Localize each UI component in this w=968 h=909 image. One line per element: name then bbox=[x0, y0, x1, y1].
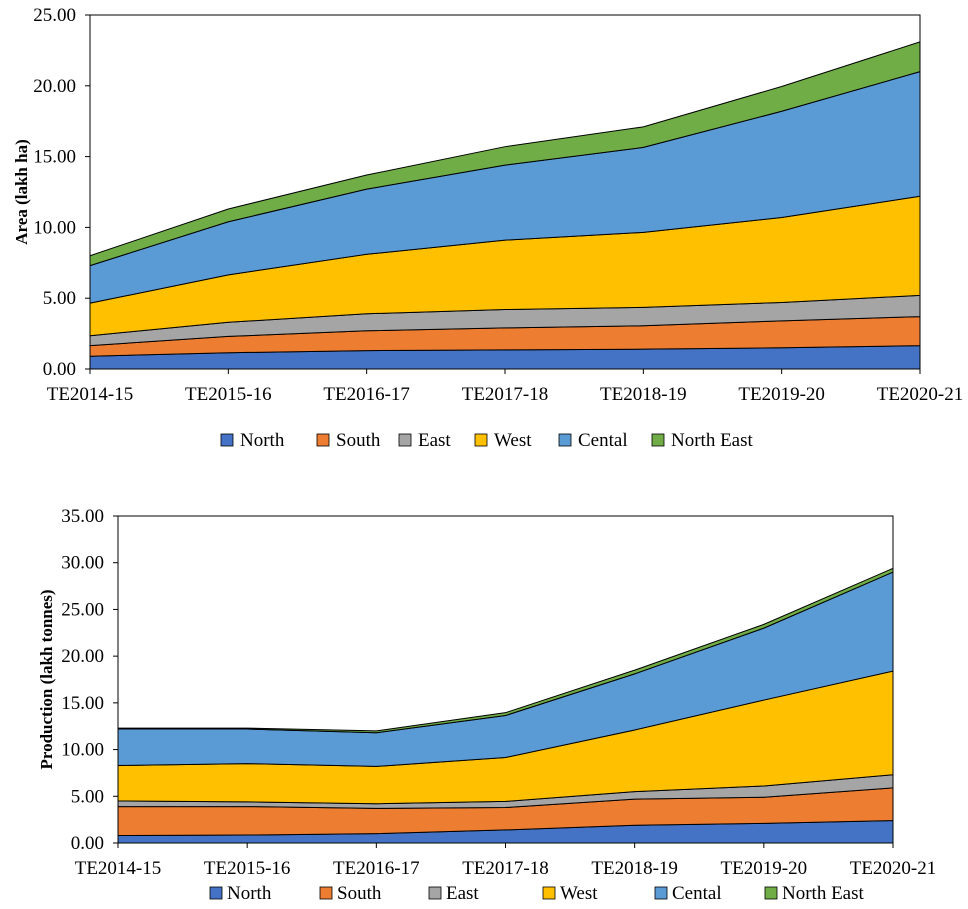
area-chart-area: 0.00 5.00 10.00 15.00 20.00 25.00 TE2014-15 TE2… bbox=[12, 5, 963, 451]
legend-swatch-east bbox=[398, 433, 412, 447]
y-tick-label: 5.00 bbox=[43, 288, 76, 309]
area-series-north-east bbox=[89, 41, 921, 267]
legend-label-north: North bbox=[240, 430, 285, 451]
x-tick-label: TE2017-18 bbox=[462, 858, 549, 879]
y-tick-label: 0.00 bbox=[71, 833, 104, 854]
legend-label-east: East bbox=[418, 430, 451, 451]
legend-swatch-east bbox=[428, 886, 442, 900]
legend-label-north-east: North East bbox=[782, 883, 865, 904]
y-tick-label: 5.00 bbox=[71, 786, 104, 807]
legend-swatch-south bbox=[319, 886, 333, 900]
x-tick-label: TE2017-18 bbox=[462, 384, 549, 405]
x-tick-label: TE2018-19 bbox=[600, 384, 687, 405]
legend-label-north: North bbox=[227, 883, 272, 904]
y-tick-label: 10.00 bbox=[61, 740, 104, 761]
legend-swatch-cental bbox=[654, 886, 668, 900]
legend-label-cental: Cental bbox=[578, 430, 628, 451]
y-tick-label: 20.00 bbox=[61, 646, 104, 667]
y-tick-label: 10.00 bbox=[33, 217, 76, 238]
x-tick-label: TE2016-17 bbox=[323, 384, 410, 405]
x-tick-label: TE2018-19 bbox=[591, 858, 678, 879]
legend-label-cental: Cental bbox=[672, 883, 722, 904]
x-tick-label: TE2020-21 bbox=[850, 858, 937, 879]
production-chart-area: 0.00 5.00 10.00 15.00 20.00 25.00 30.00 35.00 TE… bbox=[37, 506, 936, 904]
y-tick-label: 15.00 bbox=[61, 693, 104, 714]
x-tick-label: TE2014-15 bbox=[47, 384, 134, 405]
area-series-north-east bbox=[117, 567, 894, 734]
legend-swatch-west bbox=[474, 433, 488, 447]
y-tick-label: 25.00 bbox=[61, 599, 104, 620]
legend-swatch-north bbox=[209, 886, 223, 900]
x-tick-label: TE2019-20 bbox=[721, 858, 808, 879]
legend-label-north-east: North East bbox=[671, 430, 754, 451]
legend-label-east: East bbox=[446, 883, 479, 904]
legend-label-west: West bbox=[494, 430, 532, 451]
legend-swatch-north-east bbox=[651, 433, 665, 447]
y-tick-label: 0.00 bbox=[43, 359, 76, 380]
x-tick-label: TE2014-15 bbox=[75, 858, 162, 879]
y-tick-label: 15.00 bbox=[33, 147, 76, 168]
x-tick-label: TE2016-17 bbox=[333, 858, 420, 879]
y-tick-label: 25.00 bbox=[33, 5, 76, 26]
x-tick-label: TE2019-20 bbox=[738, 384, 825, 405]
legend-swatch-north bbox=[220, 433, 234, 447]
y-axis-label: Area (lakh ha) bbox=[12, 139, 31, 244]
legend-label-west: West bbox=[560, 883, 598, 904]
x-tick-label: TE2015-16 bbox=[185, 384, 272, 405]
x-tick-label: TE2020-21 bbox=[877, 384, 964, 405]
x-tick-label: TE2015-16 bbox=[204, 858, 291, 879]
legend-label-south: South bbox=[336, 430, 381, 451]
y-tick-label: 30.00 bbox=[61, 553, 104, 574]
y-tick-label: 35.00 bbox=[61, 506, 104, 527]
legend-swatch-south bbox=[316, 433, 330, 447]
legend-label-south: South bbox=[337, 883, 382, 904]
legend-swatch-north-east bbox=[764, 886, 778, 900]
legend-swatch-west bbox=[542, 886, 556, 900]
legend-swatch-cental bbox=[558, 433, 572, 447]
y-axis-label: Production (lakh tonnes) bbox=[37, 589, 56, 769]
y-tick-label: 20.00 bbox=[33, 76, 76, 97]
